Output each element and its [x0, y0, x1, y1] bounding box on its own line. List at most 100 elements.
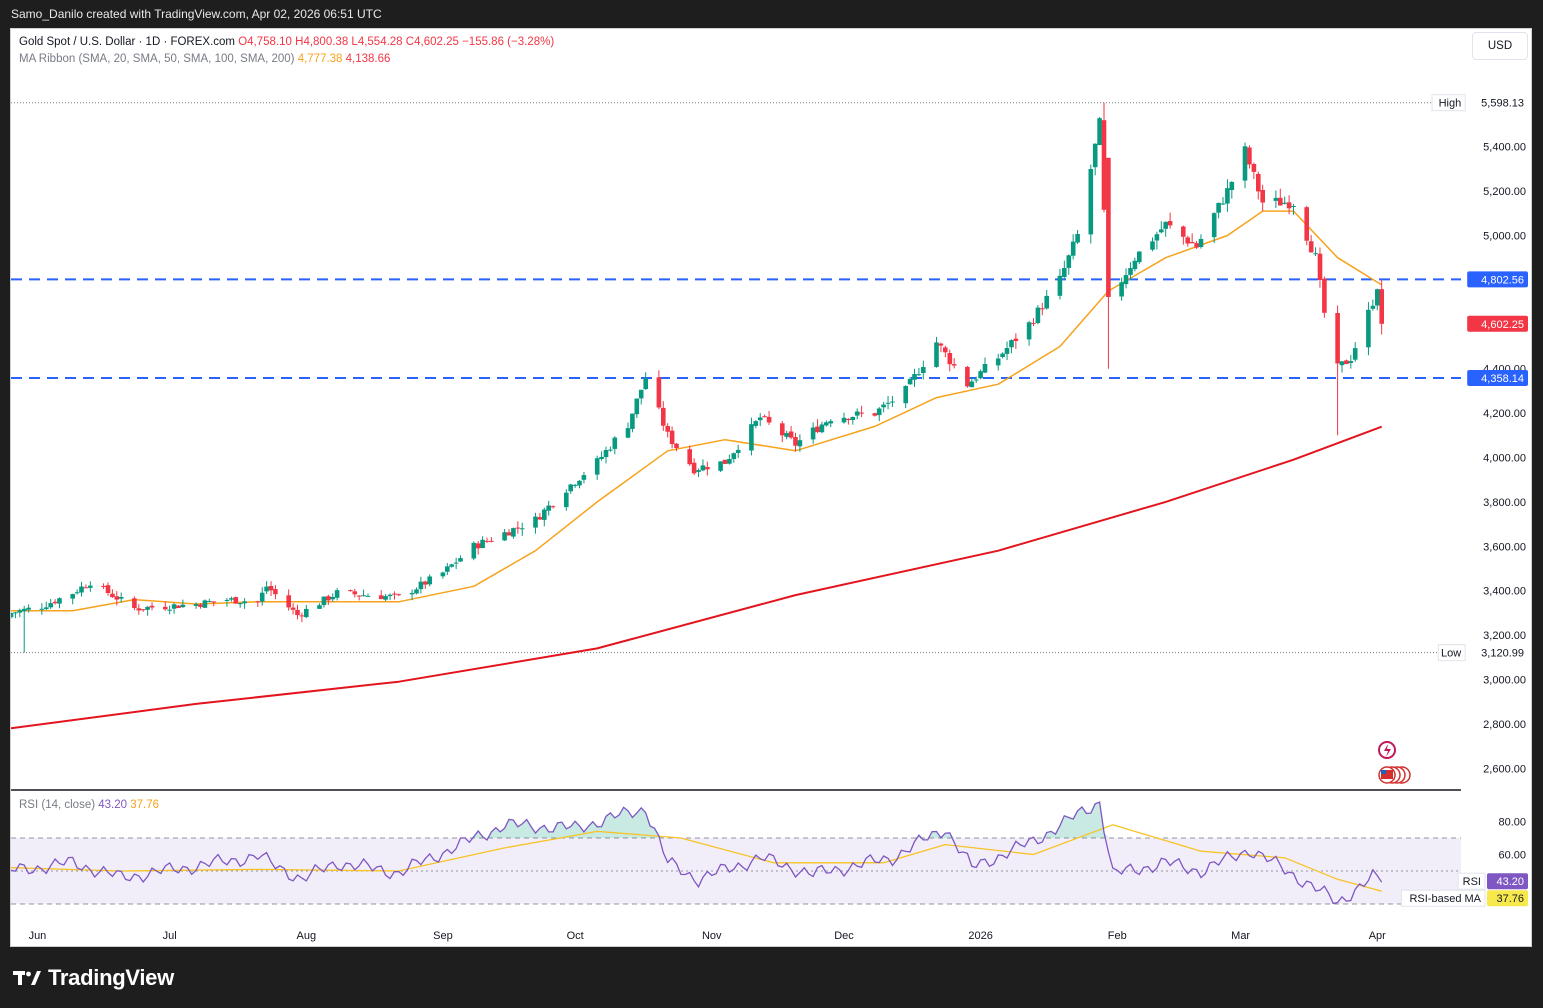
candle-body[interactable] [903, 386, 908, 404]
candle-body[interactable] [330, 597, 335, 600]
candle-body[interactable] [718, 461, 723, 471]
candle-body[interactable] [965, 366, 970, 387]
candle-body[interactable] [1123, 275, 1129, 285]
candle-body[interactable] [361, 595, 366, 597]
candle-body[interactable] [1286, 202, 1292, 209]
candle-body[interactable] [149, 605, 155, 608]
candle-body[interactable] [1092, 143, 1098, 168]
candle-body[interactable] [819, 424, 825, 433]
candle-body[interactable] [414, 589, 419, 594]
candle-body[interactable] [1198, 239, 1204, 247]
candle-body[interactable] [608, 449, 613, 451]
candle-body[interactable] [26, 607, 31, 610]
candle-body[interactable] [145, 606, 150, 610]
candle-body[interactable] [1194, 243, 1199, 248]
candle-body[interactable] [907, 379, 913, 385]
candle-body[interactable] [850, 417, 856, 420]
candle-body[interactable] [392, 593, 397, 595]
candle-body[interactable] [1216, 202, 1221, 213]
candle-body[interactable] [564, 492, 569, 508]
candle-body[interactable] [1260, 190, 1265, 203]
candle-body[interactable] [753, 421, 759, 426]
candle-body[interactable] [348, 590, 353, 592]
candle-body[interactable] [1247, 147, 1252, 165]
candle-body[interactable] [661, 407, 666, 426]
candle-body[interactable] [70, 594, 75, 599]
candle-body[interactable] [484, 540, 490, 542]
candle-body[interactable] [982, 364, 988, 373]
candle-body[interactable] [290, 607, 296, 610]
candle-body[interactable] [1291, 206, 1296, 207]
candle-body[interactable] [973, 379, 979, 381]
candle-body[interactable] [550, 506, 556, 508]
candle-body[interactable] [101, 586, 106, 587]
candle-body[interactable] [449, 564, 454, 567]
candle-body[interactable] [722, 459, 728, 464]
candle-body[interactable] [132, 598, 137, 608]
candle-body[interactable] [13, 612, 18, 614]
candle-body[interactable] [788, 431, 794, 438]
currency-button[interactable]: USD [1472, 32, 1528, 60]
candle-body[interactable] [1278, 197, 1283, 206]
candle-body[interactable] [612, 437, 618, 449]
candle-body[interactable] [387, 594, 393, 597]
candle-body[interactable] [1313, 253, 1318, 255]
candle-body[interactable] [44, 607, 49, 609]
candle-body[interactable] [180, 604, 186, 608]
candle-body[interactable] [572, 484, 578, 486]
candle-body[interactable] [445, 566, 450, 572]
price-axis[interactable] [1461, 29, 1531, 946]
candle-body[interactable] [1097, 118, 1102, 145]
candle-body[interactable] [88, 585, 93, 588]
candle-body[interactable] [475, 543, 481, 549]
candle-body[interactable] [242, 601, 247, 604]
candle-body[interactable] [264, 586, 269, 592]
candle-body[interactable] [951, 364, 957, 366]
candle-body[interactable] [1220, 203, 1226, 205]
candle-body[interactable] [921, 367, 926, 373]
candle-body[interactable] [1159, 229, 1164, 233]
candle-body[interactable] [383, 596, 388, 600]
candle-body[interactable] [167, 609, 172, 611]
candle-body[interactable] [259, 592, 265, 602]
candle-body[interactable] [1119, 282, 1124, 297]
candle-body[interactable] [890, 401, 895, 403]
candle-body[interactable] [211, 601, 216, 603]
candle-body[interactable] [797, 440, 803, 447]
candle-body[interactable] [1150, 241, 1155, 250]
candle-body[interactable] [638, 389, 644, 399]
candle-body[interactable] [511, 528, 516, 537]
candle-body[interactable] [912, 374, 917, 380]
candle-body[interactable] [506, 532, 512, 536]
candle-body[interactable] [1375, 289, 1380, 306]
candle-body[interactable] [229, 598, 234, 600]
candle-body[interactable] [749, 424, 754, 451]
candle-body[interactable] [727, 459, 732, 464]
candle-body[interactable] [665, 426, 670, 432]
candle-body[interactable] [237, 603, 243, 605]
candle-body[interactable] [11, 613, 14, 618]
candle-body[interactable] [1163, 221, 1168, 229]
candle-body[interactable] [409, 593, 415, 595]
candle-body[interactable] [304, 608, 309, 618]
candle-body[interactable] [193, 604, 199, 606]
events-icon[interactable] [1378, 741, 1411, 784]
candle-body[interactable] [1304, 207, 1309, 241]
candle-body[interactable] [1335, 313, 1340, 364]
candle-body[interactable] [105, 585, 111, 593]
candle-body[interactable] [118, 597, 124, 599]
candle-body[interactable] [815, 426, 820, 433]
candle-body[interactable] [1062, 268, 1067, 277]
candle-body[interactable] [1101, 120, 1107, 210]
candle-body[interactable] [705, 467, 710, 470]
candle-body[interactable] [872, 413, 878, 416]
candle-body[interactable] [643, 378, 648, 390]
candle-body[interactable] [1282, 202, 1287, 204]
candle-body[interactable] [519, 528, 525, 530]
candle-body[interactable] [1189, 242, 1195, 244]
candle-body[interactable] [273, 589, 278, 595]
candle-body[interactable] [489, 540, 494, 542]
candle-body[interactable] [114, 596, 120, 600]
candle-body[interactable] [1317, 253, 1323, 280]
candle-body[interactable] [1000, 353, 1005, 357]
